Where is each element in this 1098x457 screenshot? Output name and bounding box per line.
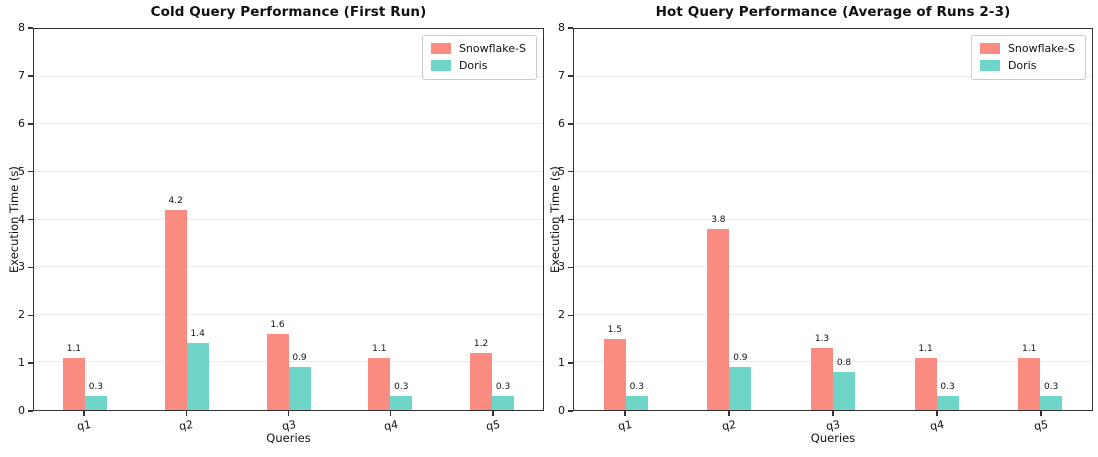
bar-snowflake-s-q3 xyxy=(811,348,833,410)
bar-value-label: 0.3 xyxy=(88,381,104,392)
plot-area: 1.5 0.3 3.8 0.9 1.3 0.8 1.1 0.3 1.1 0.3 xyxy=(573,28,1093,411)
x-axis-label: Queries xyxy=(810,431,856,445)
bar-doris-q5 xyxy=(1040,395,1063,410)
gridline-y7 xyxy=(574,75,1092,77)
bar-doris-q4 xyxy=(936,395,959,410)
bar-value-label: 3.8 xyxy=(711,215,726,226)
gridline-y2 xyxy=(574,313,1092,315)
gridline-y7 xyxy=(34,75,543,77)
bar-value-label: 4.2 xyxy=(168,195,183,206)
legend-item: Doris xyxy=(430,59,526,72)
bar-snowflake-s-q2 xyxy=(707,229,730,410)
legend-swatch-snowflake-s xyxy=(979,43,1000,54)
bar-value-label: 1.1 xyxy=(1022,343,1037,354)
bar-snowflake-s-q2 xyxy=(164,209,187,410)
bar-snowflake-s-q4 xyxy=(368,357,391,410)
x-tick-mark xyxy=(624,411,626,416)
legend-swatch-snowflake-s xyxy=(430,43,451,54)
gridline-y1 xyxy=(574,361,1092,363)
gridline-y6 xyxy=(34,123,543,125)
x-tick-mark xyxy=(1040,411,1042,416)
chart-title: Hot Query Performance (Average of Runs 2… xyxy=(655,4,1011,20)
bar-value-label: 0.3 xyxy=(1044,381,1059,392)
x-tick-mark xyxy=(492,411,494,416)
gridline-y4 xyxy=(34,218,543,220)
bar-doris-q2 xyxy=(729,367,752,410)
bar-value-label: 0.3 xyxy=(394,381,409,392)
gridline-y5 xyxy=(34,170,543,172)
x-axis-label: Queries xyxy=(266,431,311,445)
bar-doris-q3 xyxy=(288,367,311,410)
bar-doris-q5 xyxy=(492,395,515,410)
bar-snowflake-s-q1 xyxy=(62,357,85,410)
x-tick-mark xyxy=(936,411,938,416)
gridline-y6 xyxy=(574,123,1092,125)
bar-value-label: 0.8 xyxy=(836,357,852,368)
gridline-y3 xyxy=(574,266,1092,268)
chart-panel-cold-query: Cold Query Performance (First Run) Execu… xyxy=(7,4,544,445)
bar-snowflake-s-q5 xyxy=(1018,357,1041,410)
bar-value-label: 1.5 xyxy=(607,324,622,335)
bar-value-label: 1.4 xyxy=(190,329,205,340)
bar-doris-q2 xyxy=(186,343,209,410)
y-axis-label: Execution Time (s) xyxy=(7,166,21,273)
legend-item: Snowflake-S xyxy=(430,42,526,55)
gridline-y5 xyxy=(574,170,1092,172)
legend-swatch-doris xyxy=(430,60,451,71)
bar-value-label: 1.3 xyxy=(814,334,830,345)
bar-value-label: 0.9 xyxy=(292,353,307,364)
x-tick-mark xyxy=(832,411,834,416)
x-tick-mark xyxy=(728,411,730,416)
legend: Snowflake-S Doris xyxy=(421,35,537,80)
legend: Snowflake-S Doris xyxy=(970,35,1086,80)
bar-snowflake-s-q4 xyxy=(914,357,937,410)
bar-snowflake-s-q3 xyxy=(266,333,289,410)
legend-swatch-doris xyxy=(979,60,1000,71)
bar-doris-q4 xyxy=(390,395,413,410)
bar-value-label: 1.2 xyxy=(473,338,489,349)
bar-value-label: 0.3 xyxy=(940,381,955,392)
bar-value-label: 0.3 xyxy=(495,381,511,392)
chart-panel-hot-query: Hot Query Performance (Average of Runs 2… xyxy=(548,0,1098,457)
bar-value-label: 1.1 xyxy=(66,343,82,354)
x-tick-mark xyxy=(185,411,188,416)
gridline-y4 xyxy=(574,218,1092,220)
legend-label: Snowflake-S xyxy=(1007,42,1075,55)
bar-value-label: 1.1 xyxy=(372,343,387,354)
gridline-y1 xyxy=(34,361,543,363)
bar-doris-q3 xyxy=(833,371,855,410)
legend-item: Doris xyxy=(979,59,1075,72)
legend-label: Snowflake-S xyxy=(458,42,526,55)
bar-snowflake-s-q5 xyxy=(470,352,493,410)
plot-area: 1.1 0.3 4.2 1.4 1.6 0.9 1.1 0.3 1.2 0.3 xyxy=(33,28,544,411)
x-tick-mark xyxy=(287,411,290,416)
bar-value-label: 1.6 xyxy=(270,319,285,330)
x-tick-mark xyxy=(389,411,392,416)
bar-snowflake-s-q1 xyxy=(603,338,626,410)
bar-value-label: 1.1 xyxy=(918,343,933,354)
legend-label: Doris xyxy=(1007,59,1037,72)
bar-value-label: 0.9 xyxy=(733,353,748,364)
legend-item: Snowflake-S xyxy=(979,42,1075,55)
bar-value-label: 0.3 xyxy=(629,381,644,392)
chart-title: Cold Query Performance (First Run) xyxy=(150,4,427,20)
y-axis-label: Execution Time (s) xyxy=(548,166,562,273)
gridline-y3 xyxy=(34,266,543,268)
gridline-y2 xyxy=(34,313,543,315)
bar-doris-q1 xyxy=(625,395,648,410)
legend-label: Doris xyxy=(458,59,488,72)
bar-doris-q1 xyxy=(84,395,107,410)
x-tick-mark xyxy=(83,411,85,416)
